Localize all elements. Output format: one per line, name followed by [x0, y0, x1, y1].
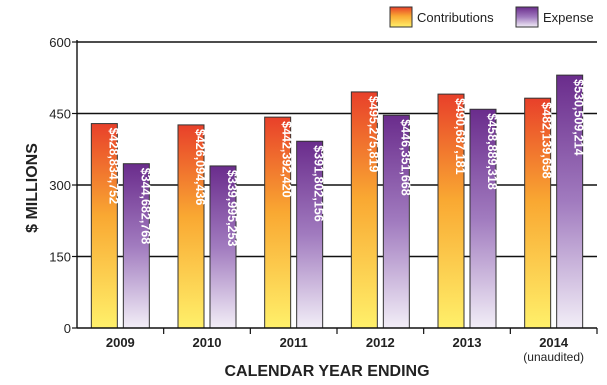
- data-label-expense-2014: $530,509,214: [572, 79, 586, 156]
- data-label-contributions-2011: $442,392,420: [280, 121, 294, 198]
- data-label-expense-2011: $391,802,156: [312, 145, 326, 222]
- y-tick-label: 600: [49, 35, 71, 50]
- legend: Contributions Expense: [390, 7, 594, 27]
- x-tick-label: 2014: [539, 335, 569, 350]
- data-label-contributions-2009: $428,834,752: [106, 128, 120, 205]
- x-tick-label: 2010: [193, 335, 222, 350]
- legend-swatch-contributions: [390, 7, 412, 27]
- data-label-expense-2010: $339,995,253: [225, 170, 239, 247]
- legend-label-expense: Expense: [543, 10, 594, 25]
- y-tick-label: 0: [64, 321, 71, 336]
- data-label-contributions-2014: $482,139,658: [540, 102, 554, 179]
- y-axis-title: $ MILLIONS: [24, 143, 41, 233]
- x-tick-label: 2011: [280, 335, 308, 350]
- data-label-contributions-2013: $490,687,181: [453, 98, 467, 175]
- data-label-expense-2012: $446,351,668: [398, 119, 412, 196]
- x-axis-title: CALENDAR YEAR ENDING: [224, 363, 429, 380]
- x-tick-label: 2012: [366, 335, 395, 350]
- x-tick-label: 2013: [453, 335, 482, 350]
- data-label-expense-2013: $458,889,318: [485, 113, 499, 190]
- y-tick-label: 300: [49, 178, 71, 193]
- x-tick-label: 2009: [106, 335, 135, 350]
- legend-swatch-expense: [516, 7, 538, 27]
- data-label-contributions-2012: $495,275,819: [366, 96, 380, 173]
- y-tick-label: 450: [49, 107, 71, 122]
- gridlines: [77, 42, 597, 257]
- data-label-contributions-2010: $426,094,436: [193, 129, 207, 206]
- y-tick-label: 150: [49, 250, 71, 265]
- x-tick-note: (unaudited): [523, 350, 584, 364]
- legend-label-contributions: Contributions: [417, 10, 494, 25]
- data-label-expense-2009: $344,682,768: [138, 168, 152, 245]
